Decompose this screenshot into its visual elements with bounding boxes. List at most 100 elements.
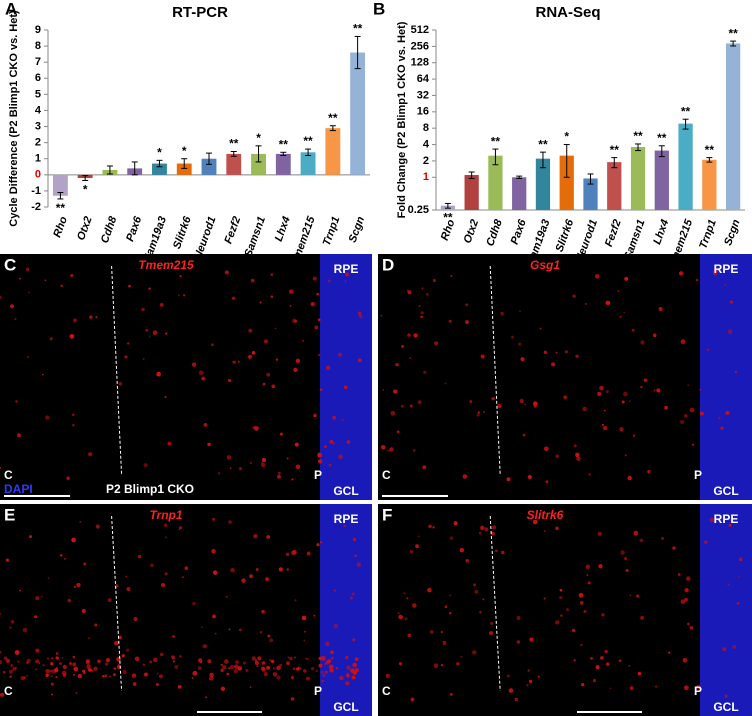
signal-dot (85, 659, 90, 664)
y-tick-label: 0 (35, 169, 41, 181)
signal-dot (727, 583, 730, 586)
signal-dot (235, 660, 239, 664)
signal-dot (88, 637, 90, 640)
signal-dot (317, 318, 321, 322)
signal-dot (529, 637, 534, 642)
signal-dot (619, 427, 624, 432)
signal-dot (600, 656, 604, 660)
signal-dot (88, 668, 92, 672)
signal-dot (289, 305, 292, 307)
signal-dot (319, 388, 323, 392)
signal-dot (239, 628, 242, 632)
signal-dot (594, 274, 600, 279)
signal-dot (318, 656, 323, 661)
signal-dot (354, 668, 359, 673)
signal-dot (27, 355, 30, 358)
x-tick-label: Trnp1 (321, 215, 343, 248)
signal-dot (134, 656, 140, 662)
signal-dot (197, 666, 202, 670)
signal-dot (305, 676, 310, 681)
signal-dot (586, 574, 589, 576)
bar (702, 159, 717, 210)
significance: * (157, 146, 162, 160)
signal-dot (656, 388, 661, 393)
signal-dot (492, 525, 497, 530)
signal-dot (407, 333, 411, 337)
signal-dot (356, 562, 361, 567)
signal-dot (158, 674, 164, 679)
signal-dot (61, 656, 64, 659)
signal-dot (647, 469, 651, 474)
signal-dot (417, 535, 420, 538)
signal-dot (118, 382, 123, 386)
signal-dot (261, 462, 266, 468)
significance: * (256, 131, 261, 145)
x-tick-label: Trnp1 (697, 218, 719, 251)
signal-dot (700, 411, 704, 416)
signal-dot (413, 333, 418, 338)
signal-dot (270, 659, 275, 664)
signal-dot (222, 665, 227, 670)
signal-dot (668, 651, 671, 654)
signal-dot (590, 656, 593, 660)
signal-dot (449, 536, 454, 540)
signal-dot (45, 668, 50, 674)
signal-dot (294, 656, 296, 659)
signal-dot (226, 455, 232, 460)
signal-dot (444, 382, 447, 385)
signal-dot (478, 531, 482, 535)
signal-dot (453, 521, 458, 526)
signal-dot (128, 284, 131, 288)
signal-dot (623, 391, 628, 397)
signal-dot (653, 389, 656, 391)
signal-dot (555, 454, 560, 459)
signal-dot (290, 697, 295, 701)
signal-dot (303, 669, 307, 673)
signal-dot (93, 666, 98, 671)
signal-dot (506, 477, 511, 482)
signal-dot (301, 615, 307, 621)
signal-dot (313, 614, 316, 617)
signal-dot (126, 587, 131, 592)
signal-dot (148, 336, 151, 338)
bar (654, 150, 669, 210)
micrograph (0, 254, 372, 500)
signal-dot (422, 465, 427, 470)
signal-dot (113, 667, 117, 670)
signal-dot (35, 596, 40, 601)
signal-dot (482, 598, 485, 601)
signal-dot (256, 665, 259, 667)
signal-dot (599, 385, 604, 391)
signal-dot (10, 619, 15, 624)
signal-dot (164, 536, 167, 539)
y-tick-label: 128 (411, 57, 429, 69)
significance: * (182, 144, 187, 158)
signal-dot (287, 656, 290, 659)
signal-dot (491, 396, 495, 401)
signal-dot (19, 589, 22, 592)
signal-dot (351, 592, 355, 596)
signal-dot (404, 617, 408, 621)
signal-dot (526, 684, 529, 687)
signal-dot (259, 631, 263, 634)
signal-dot (407, 290, 412, 295)
x-tick-label: Otx2 (75, 215, 95, 242)
signal-dot (354, 657, 359, 661)
significance: ** (353, 22, 363, 36)
signal-dot (421, 287, 424, 290)
signal-dot (211, 343, 214, 347)
signal-dot (522, 433, 526, 437)
signal-dot (398, 662, 403, 666)
signal-dot (661, 537, 664, 540)
signal-dot (532, 401, 538, 406)
signal-dot (137, 554, 142, 559)
signal-dot (209, 672, 214, 678)
signal-dot (22, 627, 28, 633)
signal-dot (329, 668, 334, 673)
signal-dot (142, 663, 146, 666)
signal-dot (207, 659, 212, 664)
signal-dot (226, 672, 230, 676)
signal-dot (539, 327, 542, 330)
signal-dot (432, 278, 436, 283)
signal-dot (324, 445, 327, 448)
